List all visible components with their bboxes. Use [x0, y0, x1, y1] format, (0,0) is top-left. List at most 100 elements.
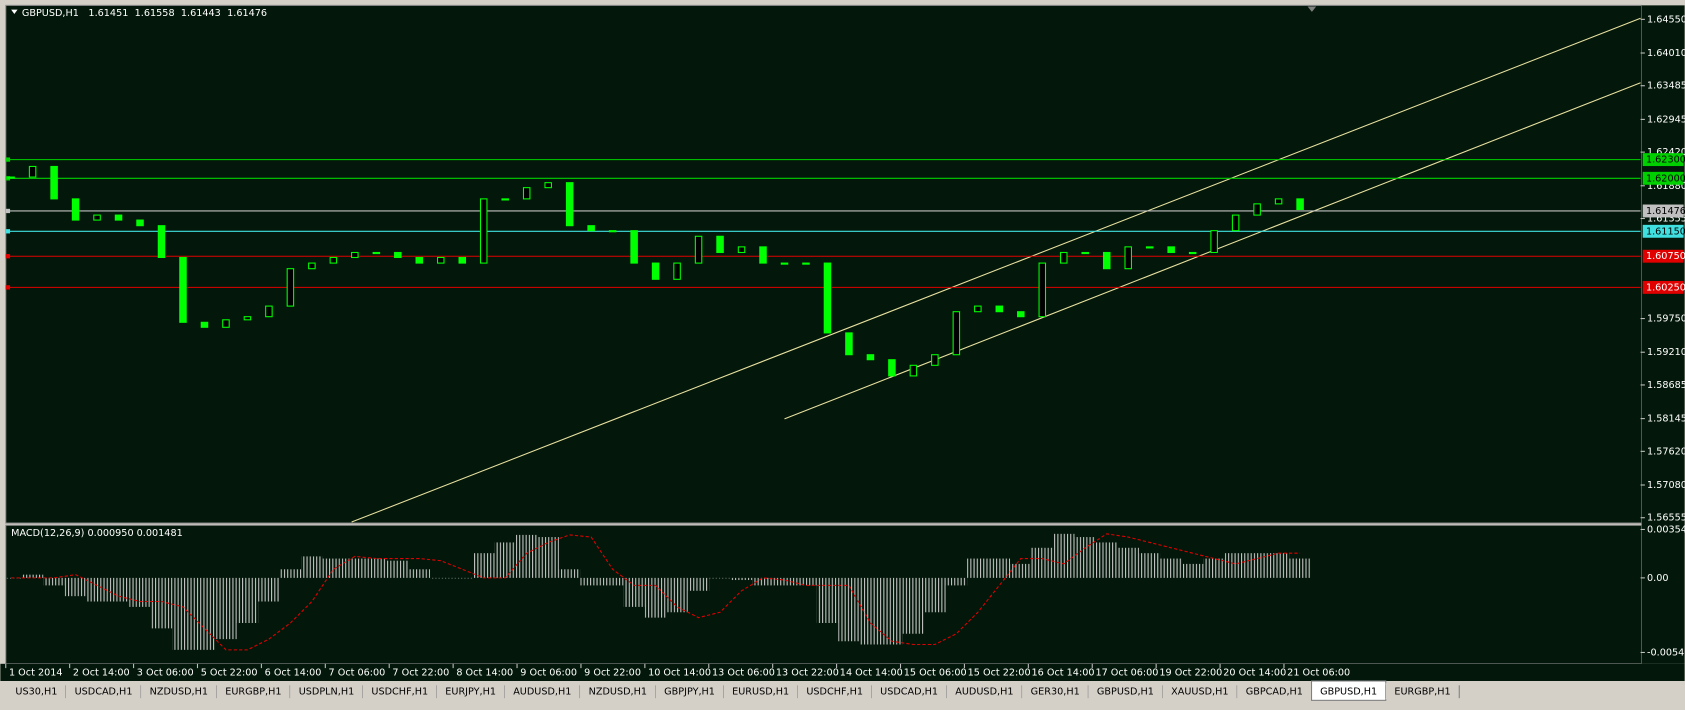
macd-bar	[1224, 553, 1247, 578]
symbol-menu-arrow[interactable]	[11, 9, 18, 14]
tab[interactable]: EURJPY,H1	[436, 683, 506, 700]
tab-label[interactable]: USDCAD,H1	[75, 687, 133, 698]
macd-bar	[1267, 553, 1290, 578]
tab-box[interactable]	[290, 683, 363, 700]
y-tick-label: 1.61355	[1647, 214, 1685, 225]
macd-bar	[580, 577, 602, 586]
tab-label[interactable]: USDCAD,H1	[880, 687, 938, 698]
tab-box[interactable]	[1088, 683, 1163, 700]
candle	[222, 319, 230, 328]
tab[interactable]: EURUSD,H1	[723, 683, 799, 700]
tab-label[interactable]: EURUSD,H1	[732, 687, 789, 698]
macd-bar	[279, 569, 302, 578]
candle	[974, 305, 982, 313]
tab-box[interactable]	[362, 683, 437, 700]
tab-label[interactable]: EURGBP,H1	[225, 687, 281, 698]
candle	[845, 332, 853, 356]
candle	[1017, 311, 1025, 318]
tab[interactable]: USDCAD,H1	[65, 683, 142, 700]
macd-bar	[472, 553, 495, 578]
tab[interactable]: XAUUSD,H1	[1162, 683, 1238, 700]
tab-box[interactable]	[1022, 683, 1089, 700]
x-tick-label: 10 Oct 14:00	[648, 667, 711, 678]
macd-bar	[924, 577, 946, 613]
level-label-box	[1642, 171, 1684, 185]
tab-box[interactable]	[141, 683, 217, 700]
tab[interactable]: USDPLN,H1	[290, 683, 364, 700]
tab[interactable]: USDCAD,H1	[871, 683, 948, 700]
tab-label[interactable]: US30,H1	[15, 687, 57, 698]
tab-box[interactable]	[723, 683, 798, 700]
tab-label[interactable]: EURJPY,H1	[445, 687, 496, 698]
x-tick-label: 2 Oct 14:00	[73, 667, 130, 678]
tab-label[interactable]: USDCHF,H1	[806, 687, 863, 698]
macd-bar	[902, 577, 925, 634]
y-tick-label: 1.58145	[1647, 414, 1685, 425]
tab-label[interactable]: USDPLN,H1	[299, 687, 355, 698]
tab-label[interactable]: AUDUSD,H1	[513, 687, 571, 698]
tab[interactable]: GBPJPY,H1	[655, 683, 725, 700]
macd-bar	[730, 577, 753, 581]
candle	[587, 225, 595, 232]
tab-box[interactable]	[504, 683, 581, 700]
tab-box[interactable]	[580, 683, 656, 700]
tab[interactable]: US30,H1	[6, 683, 67, 700]
macd-bar	[752, 577, 774, 586]
tab-label[interactable]: XAUUSD,H1	[1171, 687, 1228, 698]
tab-box[interactable]	[655, 683, 724, 700]
tab[interactable]: NZDUSD,H1	[580, 683, 657, 700]
tab-box[interactable]	[946, 683, 1023, 700]
tab-label[interactable]: AUDUSD,H1	[955, 687, 1013, 698]
tab[interactable]: EURGBP,H1	[216, 683, 291, 700]
tab-box[interactable]	[216, 683, 291, 700]
tab[interactable]: USDCHF,H1	[362, 683, 438, 700]
candle	[71, 198, 80, 221]
tab-label[interactable]: GBPUSD,H1	[1320, 687, 1377, 698]
level-label: 1.60750	[1646, 251, 1685, 262]
macd-bar	[365, 558, 388, 578]
tab-label[interactable]: GBPUSD,H1	[1097, 687, 1154, 698]
tab-box[interactable]	[1385, 683, 1460, 700]
tab-box[interactable]	[6, 683, 66, 700]
tab-box[interactable]	[65, 683, 142, 700]
tab[interactable]: GBPUSD,H1	[1310, 680, 1387, 701]
tab-box[interactable]	[871, 683, 947, 700]
candle	[308, 262, 316, 270]
tab[interactable]: GBPCAD,H1	[1237, 683, 1313, 700]
tab[interactable]: AUDUSD,H1	[946, 683, 1023, 700]
candle	[780, 262, 789, 265]
tab-label[interactable]: GBPCAD,H1	[1246, 687, 1303, 698]
candle	[651, 262, 660, 280]
candle	[866, 354, 875, 361]
candle	[50, 165, 58, 200]
tab[interactable]: GBPUSD,H1	[1088, 683, 1164, 700]
tab-label[interactable]: NZDUSD,H1	[589, 687, 647, 698]
candle	[737, 246, 746, 254]
tab-box[interactable]	[1237, 683, 1312, 700]
tab[interactable]: GER30,H1	[1022, 683, 1089, 700]
tab-label[interactable]: NZDUSD,H1	[150, 687, 208, 698]
tab[interactable]: NZDUSD,H1	[141, 683, 218, 700]
candle	[28, 165, 37, 178]
x-tick-label: 20 Oct 14:00	[1223, 667, 1286, 678]
macd-bar	[215, 577, 237, 640]
tab-box[interactable]	[1162, 683, 1238, 700]
tab[interactable]: EURGBP,H1	[1385, 683, 1460, 700]
tab-box[interactable]	[797, 683, 872, 700]
tab-box[interactable]	[436, 683, 505, 700]
tab-label[interactable]: GBPJPY,H1	[664, 687, 715, 698]
macd-bar	[172, 577, 194, 650]
tab-label[interactable]: EURGBP,H1	[1394, 687, 1450, 698]
macd-bar	[666, 577, 688, 613]
tab[interactable]: AUDUSD,H1	[504, 683, 581, 700]
candle	[1167, 246, 1175, 254]
tab-label[interactable]: GER30,H1	[1031, 687, 1080, 698]
macd-bar	[129, 577, 151, 607]
x-tick-label: 13 Oct 06:00	[712, 667, 775, 678]
candle	[1274, 198, 1283, 205]
tab-label[interactable]: USDCHF,H1	[371, 687, 428, 698]
symbol: GBPUSD,H1	[22, 8, 79, 19]
tab[interactable]: USDCHF,H1	[797, 683, 873, 700]
candle	[1253, 203, 1261, 216]
